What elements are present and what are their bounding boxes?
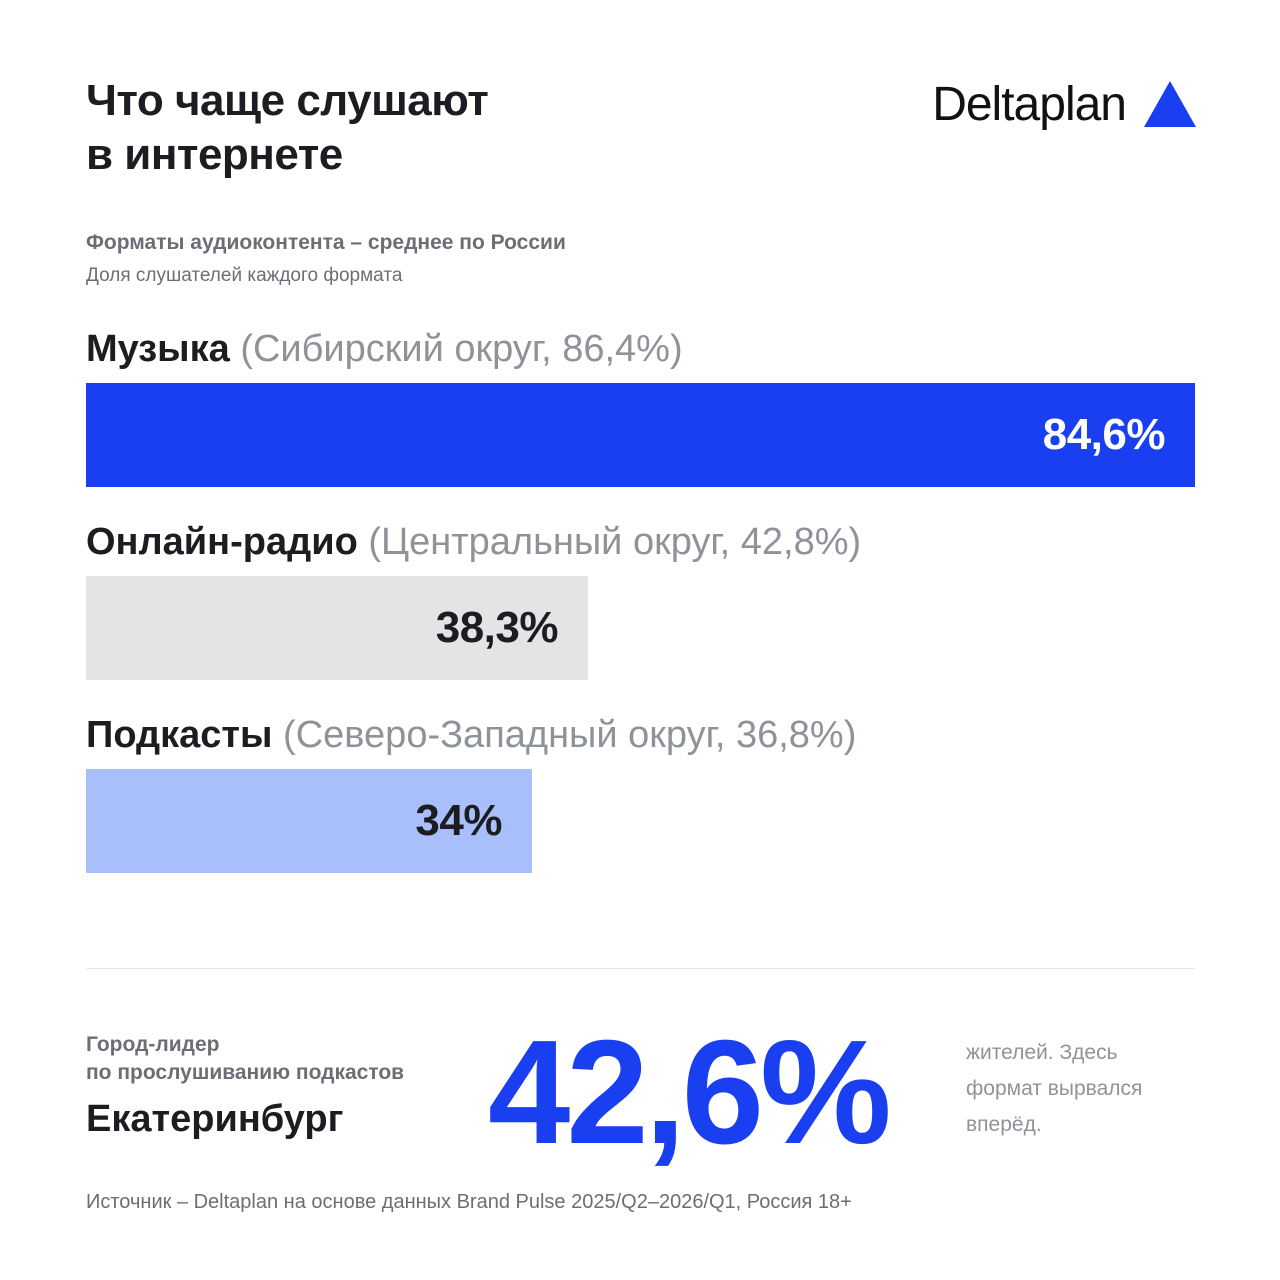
leader-caption-line-1: Город-лидер — [86, 1033, 220, 1056]
category-label: Онлайн-радио (Центральный округ, 42,8%) — [86, 520, 861, 564]
category-name: Музыка — [86, 328, 230, 370]
category-annotation: (Сибирский округ, 86,4%) — [229, 328, 683, 370]
leader-note: жителей. Здесь формат вырвался вперёд. — [966, 1041, 1143, 1136]
leader-caption: Город-лидер по прослушиванию подкастов — [86, 1031, 486, 1087]
brand-logo-block: Deltaplan — [880, 74, 1196, 134]
chart-subnote: Доля слушателей каждого формата — [86, 265, 403, 286]
source-note: Источник – Deltaplan на основе данных Br… — [86, 1191, 852, 1213]
title-line-2: в интернете — [86, 130, 343, 179]
bar: 34% — [86, 769, 532, 873]
title-line-1: Что чаще слушают — [86, 76, 489, 125]
category-annotation: (Центральный округ, 42,8%) — [357, 521, 862, 563]
triangle-logo-icon — [1144, 81, 1196, 127]
bar: 84,6% — [86, 383, 1195, 487]
brand-name: Deltaplan — [932, 77, 1127, 131]
divider — [86, 968, 1195, 969]
bar-value-label: 34% — [415, 796, 502, 845]
page-title: Что чаще слушают в интернете — [86, 74, 686, 182]
bar-chart: Музыка (Сибирский округ, 86,4%) 84,6% Онла… — [86, 327, 1195, 873]
leader-value: 42,6% — [488, 1010, 892, 1175]
chart-subtitle: Форматы аудиоконтента – среднее по Росси… — [86, 231, 566, 254]
category-label: Подкасты (Северо-Западный округ, 36,8%) — [86, 713, 856, 757]
bar-value-label: 38,3% — [435, 603, 559, 652]
bar: 38,3% — [86, 576, 588, 680]
category-name: Подкасты — [86, 714, 273, 756]
bar-value-label: 84,6% — [1042, 410, 1166, 459]
category-annotation: (Северо-Западный округ, 36,8%) — [272, 714, 857, 756]
leader-city: Екатеринбург — [86, 1098, 344, 1140]
category-label: Музыка (Сибирский округ, 86,4%) — [86, 327, 683, 371]
category-name: Онлайн-радио — [86, 521, 358, 563]
leader-caption-line-2: по прослушиванию подкастов — [86, 1061, 405, 1084]
